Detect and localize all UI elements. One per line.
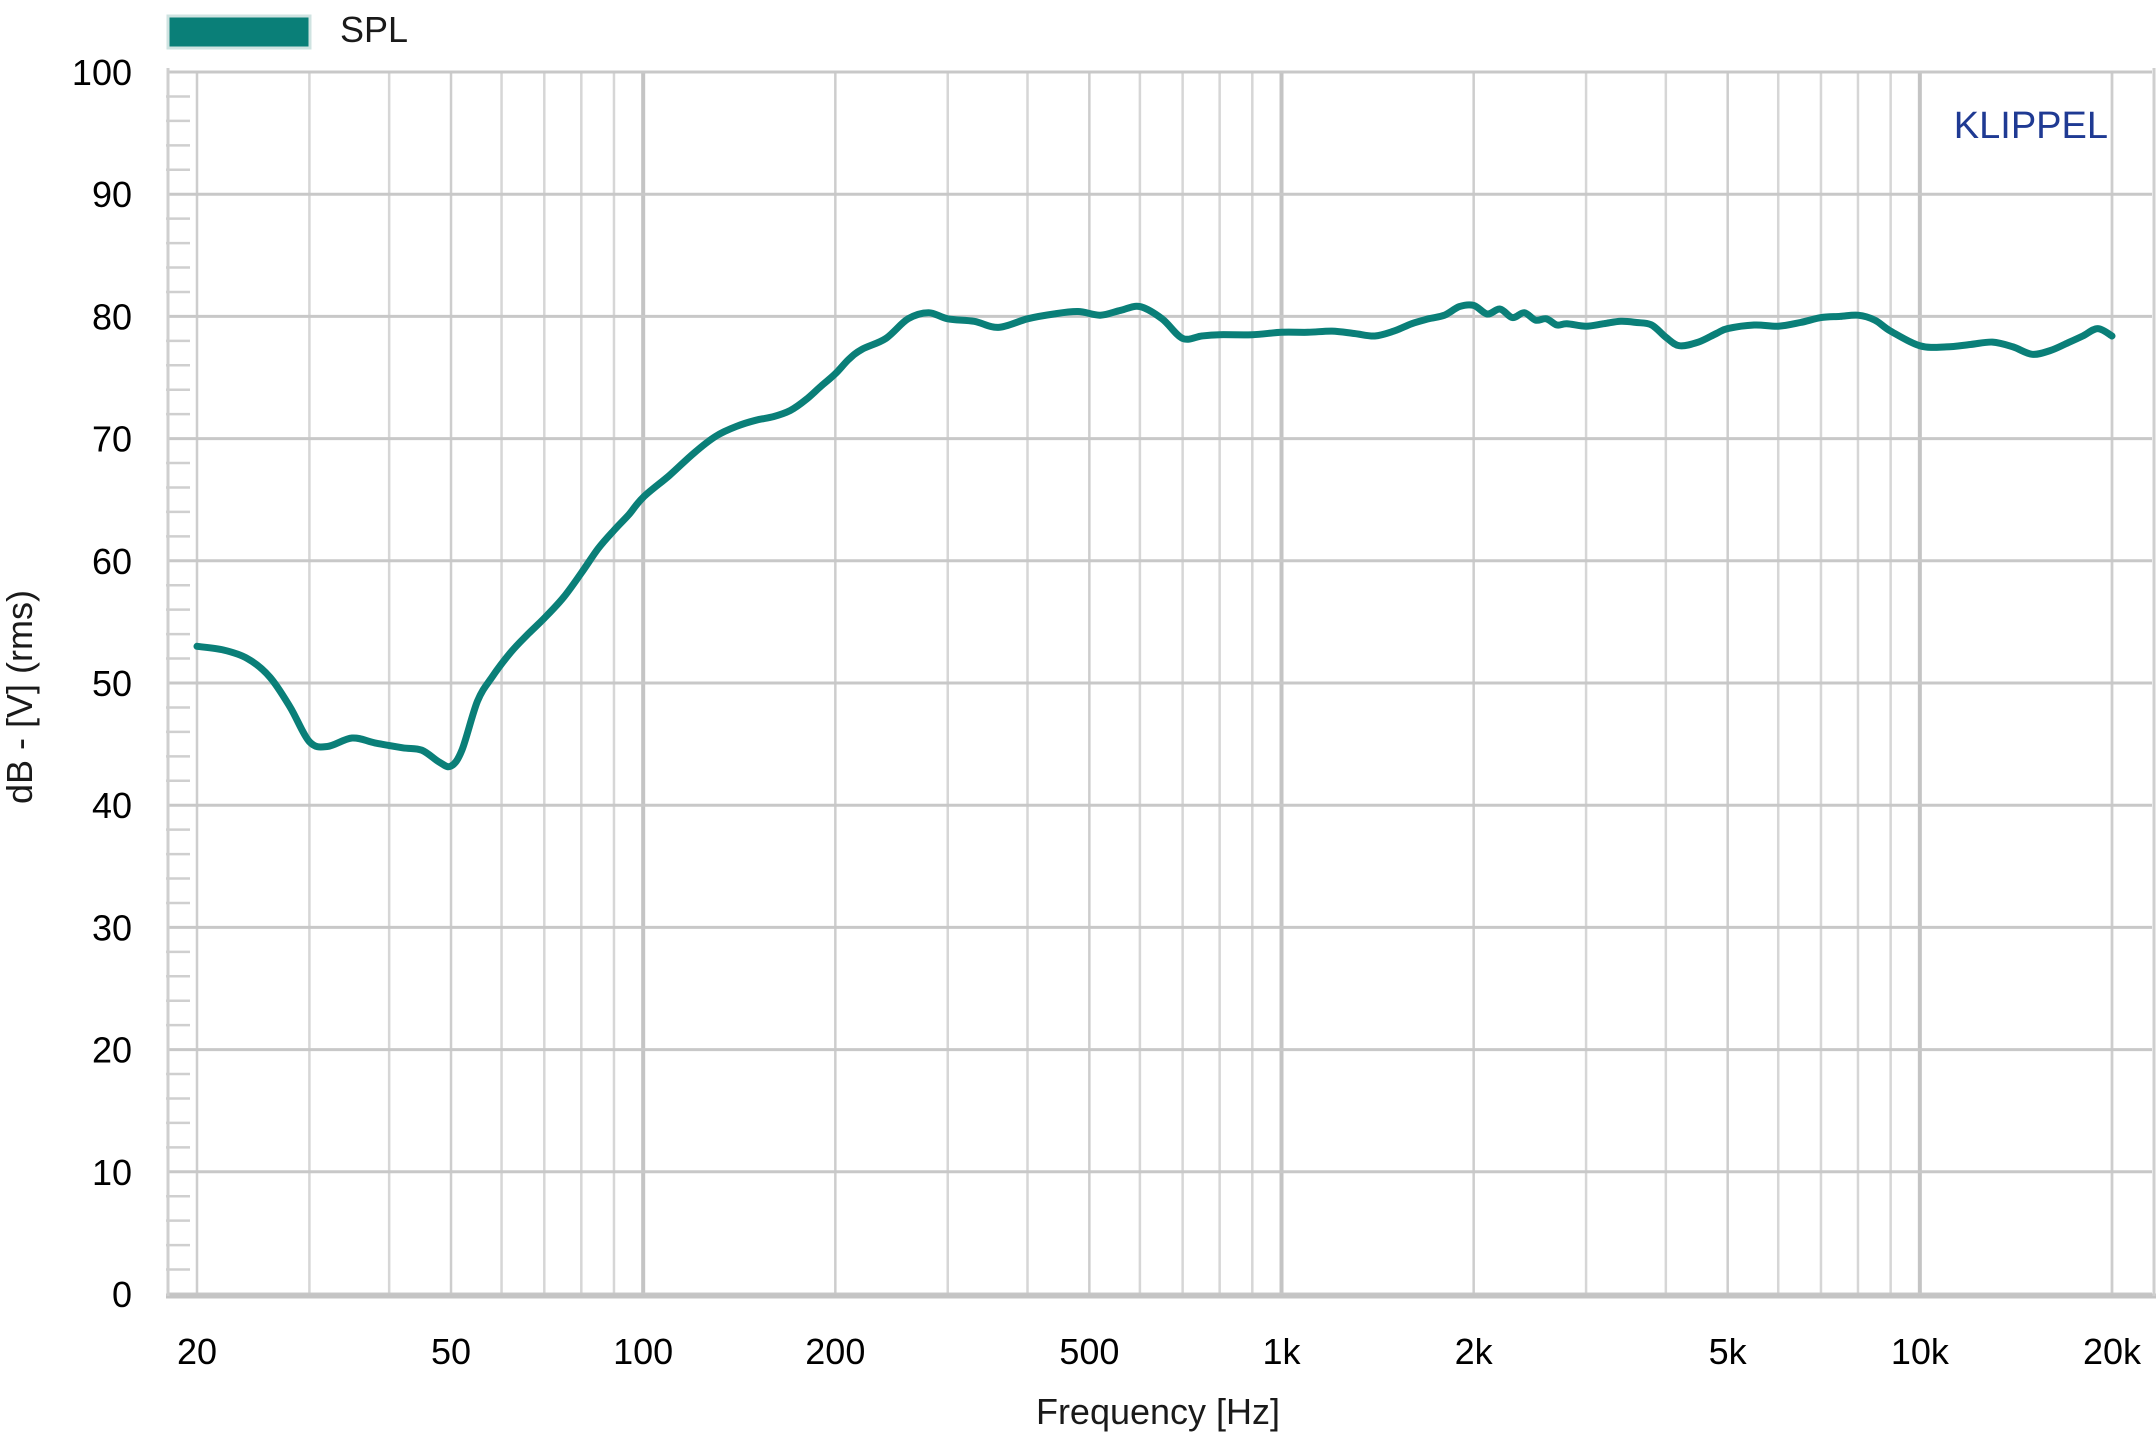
- x-tick-label: 50: [431, 1331, 471, 1372]
- legend: SPL: [168, 9, 408, 50]
- y-tick-label: 100: [72, 52, 132, 93]
- x-tick-label: 10k: [1891, 1331, 1950, 1372]
- brand-label: KLIPPEL: [1954, 105, 2108, 147]
- x-tick-label: 1k: [1262, 1331, 1301, 1372]
- y-tick-label: 30: [92, 907, 132, 948]
- y-tick-label: 80: [92, 296, 132, 337]
- y-tick-label: 60: [92, 541, 132, 582]
- x-tick-label: 20: [177, 1331, 217, 1372]
- y-tick-label: 40: [92, 785, 132, 826]
- x-tick-label: 500: [1059, 1331, 1119, 1372]
- x-axis-title: Frequency [Hz]: [1036, 1391, 1280, 1432]
- y-tick-label: 20: [92, 1030, 132, 1071]
- y-tick-label: 10: [92, 1152, 132, 1193]
- y-axis-title: dB - [V] (rms): [0, 590, 40, 804]
- x-tick-label: 2k: [1455, 1331, 1494, 1372]
- y-tick-label: 0: [112, 1274, 132, 1315]
- legend-label-spl: SPL: [340, 9, 408, 50]
- x-tick-label: 20k: [2083, 1331, 2142, 1372]
- y-tick-label: 50: [92, 663, 132, 704]
- x-tick-label: 100: [613, 1331, 673, 1372]
- y-tick-label: 90: [92, 174, 132, 215]
- legend-swatch-spl: [168, 16, 310, 48]
- x-tick-label: 5k: [1709, 1331, 1748, 1372]
- x-tick-label: 200: [805, 1331, 865, 1372]
- y-tick-label: 70: [92, 419, 132, 460]
